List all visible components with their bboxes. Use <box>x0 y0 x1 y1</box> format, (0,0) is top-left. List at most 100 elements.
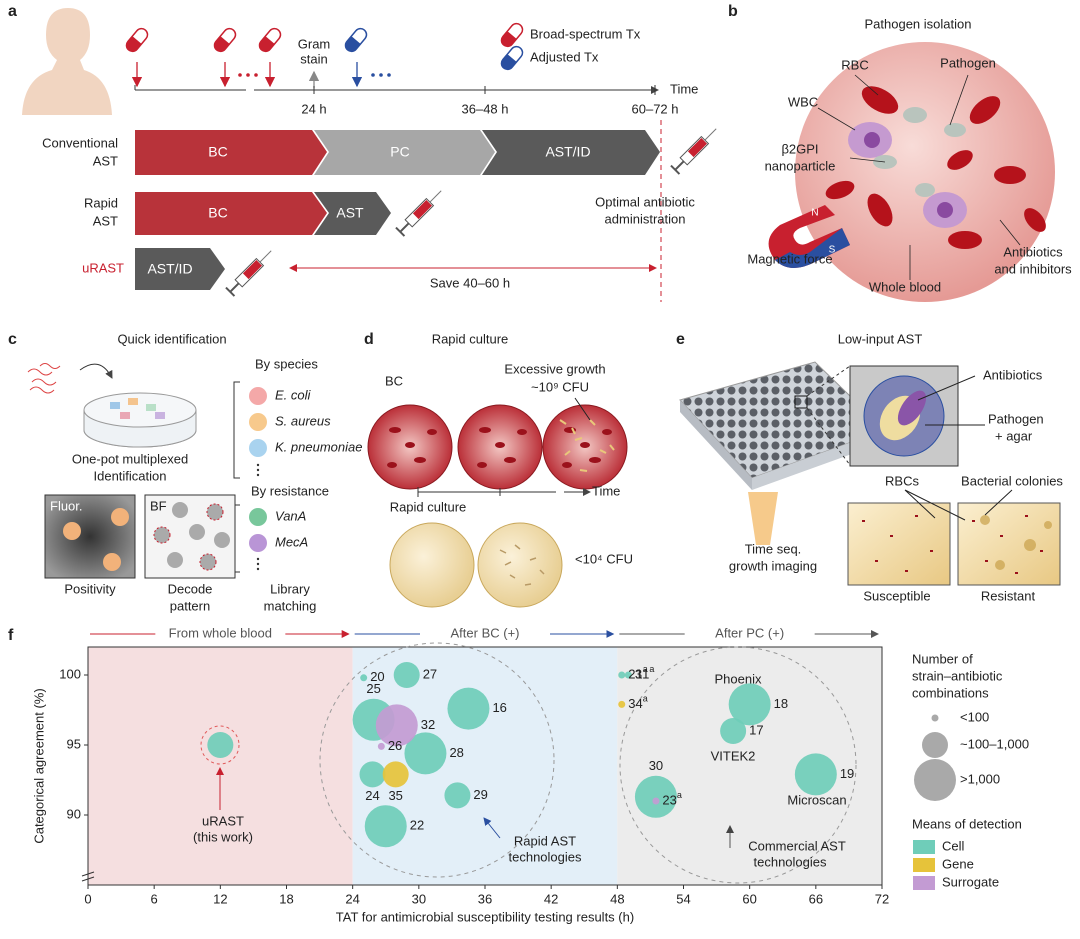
bubble <box>447 687 490 730</box>
inset-marker <box>794 395 808 409</box>
point-label: 18 <box>774 696 788 711</box>
label: Susceptible <box>863 588 930 603</box>
annotation: VITEK2 <box>711 748 756 763</box>
y-axis-title: Categorical agreement (%) <box>31 688 46 843</box>
colony <box>980 515 1052 570</box>
y-tick-label: 100 <box>59 666 81 681</box>
bubble <box>360 674 368 682</box>
more-dots <box>256 463 260 467</box>
x-tick-label: 12 <box>213 891 227 906</box>
annotation: (this work) <box>193 829 253 844</box>
panel-e: e Low-input AST Antibiotics Pathogen + a… <box>676 331 1063 603</box>
annotation: technologies <box>509 849 582 864</box>
rbc <box>389 427 401 433</box>
label: Library <box>270 581 310 596</box>
legend-text: ~100–1,000 <box>960 736 1029 751</box>
bubble <box>728 683 771 726</box>
bf-bead <box>167 552 183 568</box>
bubble <box>382 761 409 788</box>
x-tick-label: 60 <box>742 891 756 906</box>
light-cone <box>748 492 778 545</box>
point-label: 16 <box>492 700 506 715</box>
bubble <box>794 753 837 796</box>
pill <box>256 25 284 55</box>
magnet-pole: S <box>829 245 836 256</box>
label: <10⁴ CFU <box>575 551 633 566</box>
colony <box>1024 539 1036 551</box>
legend-swatch <box>913 858 935 872</box>
bubble <box>720 718 747 744</box>
cells <box>867 193 893 227</box>
rbc <box>495 442 505 448</box>
time-label: Time <box>670 81 698 96</box>
inset-link <box>806 365 851 466</box>
bf-bead <box>206 503 224 521</box>
step-arrow <box>482 130 660 175</box>
legend-swatch <box>913 876 935 890</box>
label: Positivity <box>64 581 116 596</box>
panel-b: b Pathogen isolation N S RBC Pathogen WB… <box>728 3 1072 302</box>
label: RBCs <box>885 473 919 488</box>
label-note: a <box>643 694 648 704</box>
bubble <box>652 797 660 805</box>
rbc <box>414 457 426 463</box>
rbc <box>387 427 612 468</box>
species-icon <box>249 387 267 552</box>
label: Antibiotics <box>1003 244 1063 259</box>
point-label: 19 <box>840 766 854 781</box>
cells <box>1024 208 1046 232</box>
curve-arrow <box>79 363 113 379</box>
x-tick-label: 30 <box>412 891 426 906</box>
leader-line <box>904 489 1013 521</box>
bacteria <box>559 419 615 472</box>
rbc <box>427 429 437 435</box>
gram-stain: stain <box>300 51 327 66</box>
x-tick-label: 72 <box>875 891 889 906</box>
rbc <box>862 520 865 522</box>
bubble <box>618 671 626 679</box>
petri-dish <box>155 412 165 419</box>
species: E. coli <box>275 387 312 402</box>
magnet <box>768 205 850 269</box>
legend-text: Cell <box>942 838 965 853</box>
rbc <box>479 427 491 433</box>
gene: VanA <box>275 508 306 523</box>
rbc <box>405 442 415 448</box>
cells <box>825 180 855 200</box>
petri-dish <box>128 398 138 405</box>
timeline <box>134 84 659 96</box>
resistant-image <box>957 502 1061 586</box>
cells <box>947 150 973 170</box>
row-label: uRAST <box>82 260 124 275</box>
legend-text: Adjusted Tx <box>530 49 599 64</box>
step-label: AST <box>336 205 364 221</box>
legend-size <box>931 714 939 722</box>
syringe <box>669 123 722 176</box>
annotation: uRAST <box>202 813 244 828</box>
step-label: BC <box>208 205 227 221</box>
fluor-spot <box>111 508 129 526</box>
cells <box>825 86 1046 249</box>
colony <box>1044 521 1052 529</box>
point-label: 22 <box>410 818 424 833</box>
point-label: 32 <box>421 717 435 732</box>
timeline <box>556 486 564 498</box>
rbc <box>1025 515 1028 517</box>
cells <box>937 202 953 218</box>
label: + agar <box>995 428 1033 443</box>
step-arrow <box>314 192 391 235</box>
magnet-pole: N <box>811 208 818 219</box>
time-label: 60–72 h <box>632 101 679 116</box>
dots <box>238 73 391 77</box>
cells <box>915 183 935 197</box>
rbc <box>915 515 918 517</box>
axis-break <box>81 871 95 882</box>
leader-line <box>854 74 879 96</box>
rbc <box>985 560 988 562</box>
leader-line <box>817 74 1021 280</box>
optimal-label: Optimal antibiotic <box>595 194 695 209</box>
save-label: Save 40–60 h <box>430 275 510 290</box>
label-bg <box>684 626 815 642</box>
panel-c: c Quick identification One-pot multiplex… <box>8 331 362 613</box>
x-tick-label: 18 <box>279 891 293 906</box>
